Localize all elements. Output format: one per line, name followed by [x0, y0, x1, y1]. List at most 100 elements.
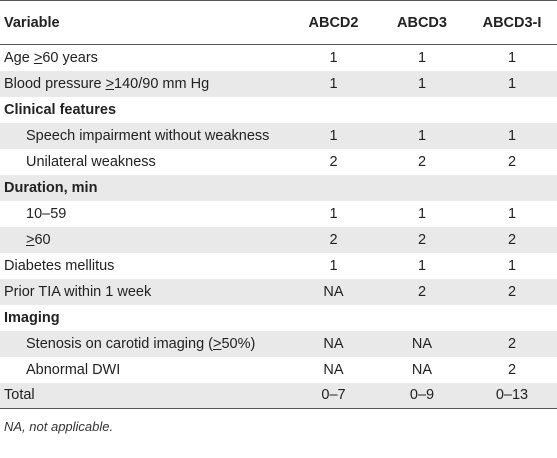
abcd3-value: [377, 97, 467, 123]
abcd3-value: NA: [411, 361, 433, 378]
row-label-text: Age: [4, 49, 34, 66]
abcd3-value: 1: [417, 49, 427, 66]
table-row: Total 0–7 0–9 0–13: [0, 382, 557, 409]
row-label-text: Diabetes mellitus: [4, 257, 115, 274]
row-label: Duration, min: [0, 175, 290, 201]
abcd2-value: NA: [323, 361, 344, 378]
abcd3-value: 1: [417, 127, 427, 144]
row-label-text: Duration, min: [4, 179, 98, 196]
row-label-text: 10–59: [26, 205, 67, 222]
row-label-text: Speech impairment without weakness: [26, 127, 270, 144]
header-variable: Variable: [0, 0, 290, 45]
abcd3-i-value: [467, 305, 557, 331]
row-label-suffix: 140/90 mm Hg: [114, 75, 210, 92]
row-label-suffix: 50%): [221, 335, 256, 352]
row-label-text: Prior TIA within 1 week: [4, 283, 152, 300]
abcd3-value: 2: [417, 153, 427, 170]
abcd3-value: NA: [411, 335, 433, 352]
abcd3-value: 1: [417, 257, 427, 274]
table-footnote: NA, not applicable.: [4, 419, 114, 434]
abcd2-value: NA: [323, 283, 344, 300]
row-label: Total: [0, 382, 290, 409]
abcd2-value: 1: [329, 257, 338, 274]
abcd3-value: 2: [417, 231, 427, 248]
abcd3-i-value: 1: [507, 75, 517, 92]
row-label-text: Imaging: [4, 309, 60, 326]
header-abcd3: ABCD3: [377, 0, 467, 45]
row-label-symbol: >: [33, 49, 43, 66]
row-label-text: Blood pressure: [4, 75, 106, 92]
abcd2-value: [290, 97, 377, 123]
row-label-text: Clinical features: [4, 101, 117, 118]
abcd3-i-value: 2: [507, 231, 517, 248]
row-label: Diabetes mellitus: [0, 253, 290, 279]
row-label-symbol: >: [26, 231, 35, 248]
row-label-suffix: 60 years: [42, 49, 98, 66]
abcd3-value: [377, 175, 467, 201]
header-abcd3-i: ABCD3-I: [467, 0, 557, 45]
abcd3-i-value: 2: [507, 361, 517, 378]
row-label: Prior TIA within 1 week: [0, 279, 290, 305]
abcd3-i-value: [467, 97, 557, 123]
table-row: 10–59 1 1 1: [0, 201, 557, 227]
row-label-text: Total: [4, 387, 35, 404]
row-label: 10–59: [0, 201, 290, 227]
table-row: Blood pressure >140/90 mm Hg 1 1 1: [0, 70, 557, 97]
abcd2-value: 1: [329, 75, 338, 92]
abcd3-i-value: 1: [507, 49, 517, 66]
abcd3-i-value: 0–13: [467, 382, 557, 409]
abcd2-value: NA: [323, 335, 344, 352]
abcd2-value: [290, 305, 377, 331]
table-row: Prior TIA within 1 week NA 2 2: [0, 278, 557, 305]
row-label: Imaging: [0, 305, 290, 331]
abcd3-i-value: 2: [507, 335, 517, 352]
row-label-suffix: 60: [34, 231, 51, 248]
abcd3-i-value: 1: [507, 205, 517, 222]
table-header: Variable ABCD2 ABCD3 ABCD3-I: [0, 0, 557, 45]
row-label: Clinical features: [0, 97, 290, 123]
abcd2-value: [290, 175, 377, 201]
abcd3-i-value: 2: [507, 283, 517, 300]
abcd2-value: 2: [329, 153, 338, 170]
row-label: Age >60 years: [0, 45, 290, 71]
header-abcd2: ABCD2: [290, 0, 377, 45]
abcd2-value: 1: [329, 205, 338, 222]
table-row: Speech impairment without weakness 1 1 1: [0, 122, 557, 149]
abcd3-i-value: 1: [507, 257, 517, 274]
abcd3-i-value: [467, 175, 557, 201]
row-label-text: Abnormal DWI: [26, 361, 121, 378]
row-label-symbol: >: [105, 75, 115, 92]
section-row: Duration, min: [0, 174, 557, 201]
row-label: Blood pressure >140/90 mm Hg: [0, 71, 290, 97]
abcd3-value: 2: [417, 283, 427, 300]
section-row: Clinical features: [0, 97, 557, 123]
abcd3-value: 1: [417, 205, 427, 222]
abcd3-i-value: 1: [507, 127, 517, 144]
score-table-container: Variable ABCD2 ABCD3 ABCD3-I Age >60 yea…: [0, 0, 557, 434]
table-body: Age >60 years 1 1 1 Blood pressure >140/90 m…: [0, 45, 557, 409]
table-row: Age >60 years 1 1 1: [0, 45, 557, 71]
table-row: >60 2 2 2: [0, 226, 557, 253]
section-row: Imaging: [0, 305, 557, 331]
abcd3-value: 0–9: [377, 382, 467, 409]
abcd3-value: 1: [417, 75, 427, 92]
abcd2-value: 1: [329, 49, 338, 66]
table-row: Diabetes mellitus 1 1 1: [0, 253, 557, 279]
abcd2-value: 2: [329, 231, 338, 248]
header-row: Variable ABCD2 ABCD3 ABCD3-I: [0, 0, 557, 45]
abcd3-i-value: 2: [507, 153, 517, 170]
row-label: Unilateral weakness: [0, 149, 290, 175]
abcd2-value: 1: [329, 127, 338, 144]
table-row: Unilateral weakness 2 2 2: [0, 149, 557, 175]
row-label-text: Unilateral weakness: [26, 153, 156, 170]
row-label-text: Stenosis on carotid imaging (: [26, 335, 213, 352]
table-row: Abnormal DWI NA NA 2: [0, 357, 557, 383]
row-label-symbol: >: [213, 335, 222, 352]
row-label: Abnormal DWI: [0, 357, 290, 383]
row-label: Stenosis on carotid imaging (>50%): [0, 331, 290, 357]
row-label: Speech impairment without weakness: [0, 123, 290, 149]
abcd3-value: [377, 305, 467, 331]
table-row: Stenosis on carotid imaging (>50%) NA NA 2: [0, 330, 557, 357]
abcd2-value: 0–7: [290, 382, 377, 409]
score-table: Variable ABCD2 ABCD3 ABCD3-I Age >60 yea…: [0, 0, 557, 409]
